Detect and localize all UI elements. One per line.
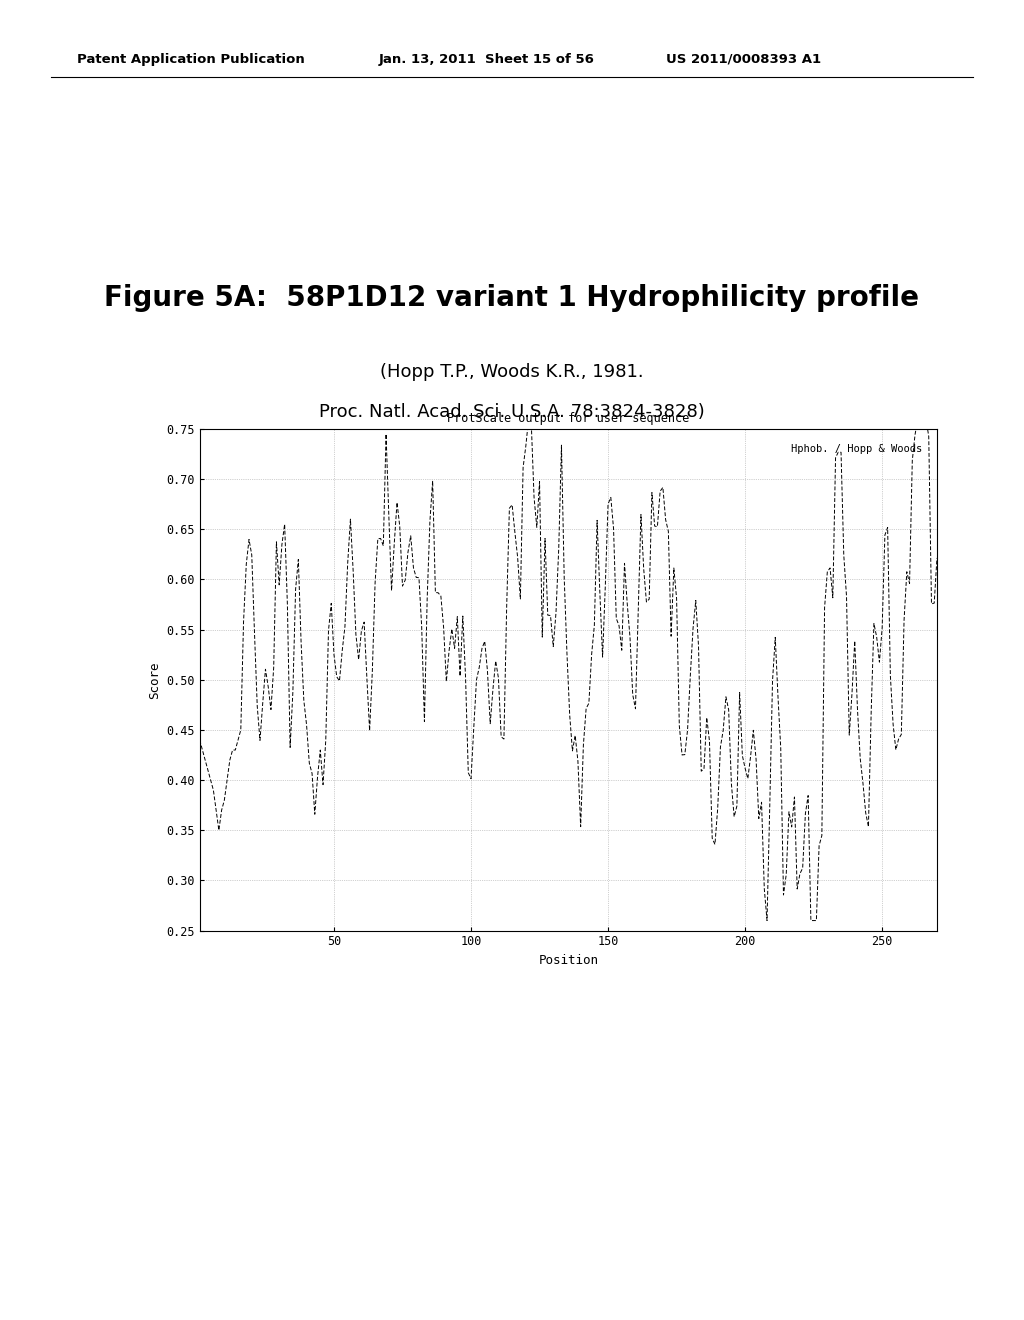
X-axis label: Position: Position (539, 954, 598, 968)
Text: Patent Application Publication: Patent Application Publication (77, 53, 304, 66)
Text: Figure 5A:  58P1D12 variant 1 Hydrophilicity profile: Figure 5A: 58P1D12 variant 1 Hydrophilic… (104, 284, 920, 312)
Text: (Hopp T.P., Woods K.R., 1981.: (Hopp T.P., Woods K.R., 1981. (380, 363, 644, 381)
Text: US 2011/0008393 A1: US 2011/0008393 A1 (666, 53, 820, 66)
Text: Proc. Natl. Acad. Sci. U.S.A. 78:3824-3828): Proc. Natl. Acad. Sci. U.S.A. 78:3824-38… (319, 403, 705, 421)
Text: Jan. 13, 2011  Sheet 15 of 56: Jan. 13, 2011 Sheet 15 of 56 (379, 53, 595, 66)
Y-axis label: Score: Score (147, 661, 161, 698)
Text: Hphob. / Hopp & Woods: Hphob. / Hopp & Woods (791, 444, 923, 454)
Title: ProtScale output for user sequence: ProtScale output for user sequence (447, 412, 689, 425)
